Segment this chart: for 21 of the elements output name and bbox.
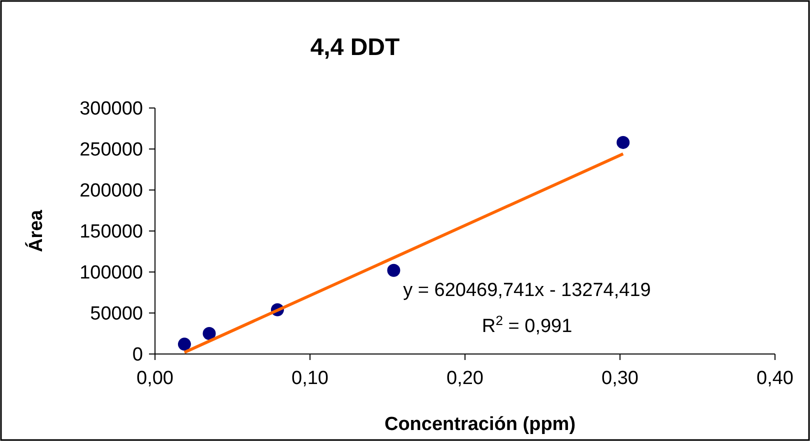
x-axis-title: Concentración (ppm) — [384, 414, 576, 435]
point — [387, 264, 400, 277]
y-axis-title: Área — [25, 209, 47, 252]
point — [202, 327, 216, 340]
x-tick-label: 0,20 — [446, 368, 484, 389]
x-tick-label: 0,00 — [136, 368, 174, 389]
x-tick-label: 0,10 — [292, 368, 328, 389]
chart-title: 4,4 DDT — [310, 34, 400, 61]
x-tick-label: 0,30 — [602, 368, 638, 389]
y-tick-label: 300000 — [80, 98, 143, 120]
y-tick-label: 200000 — [80, 180, 143, 202]
point — [616, 136, 630, 149]
annotation: y = 620469,741x - 13274,419 — [403, 280, 651, 301]
x-tick-label: 0,40 — [756, 368, 794, 389]
point — [178, 338, 191, 351]
y-tick-label: 150000 — [80, 222, 143, 243]
y-tick-label: 100000 — [80, 262, 143, 284]
y-tick-label: 0 — [132, 344, 143, 366]
annotation: R$^{2}$ = 0,991 — [482, 312, 572, 337]
y-tick-label: 250000 — [80, 140, 143, 161]
y-tick-label: 50000 — [90, 304, 143, 325]
